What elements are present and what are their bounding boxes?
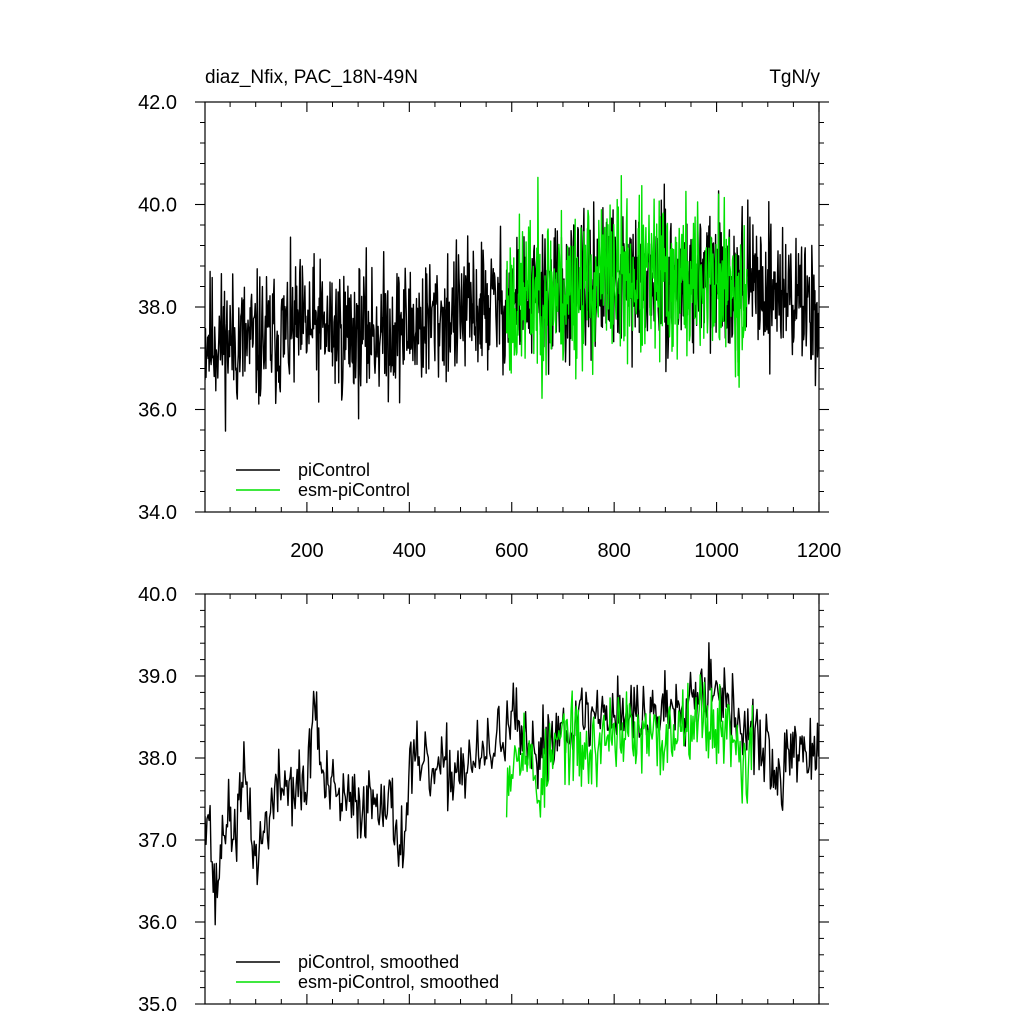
bottom-y-tick-label: 37.0 (138, 830, 177, 852)
top-x-tick-labels: 200 400 600 800 1000 1200 (290, 540, 841, 562)
bottom-series-line-1 (505, 674, 754, 818)
bottom-plot-area (205, 642, 819, 926)
top-panel-title: diaz_Nfix, PAC_18N-49N (205, 67, 418, 88)
bottom-y-tick-label: 35.0 (138, 994, 177, 1016)
top-panel-units: TgN/y (769, 67, 820, 88)
bottom-legend-label-picontrol-smoothed: piControl, smoothed (298, 952, 459, 972)
bottom-legend-label-esm-picontrol-smoothed: esm-piControl, smoothed (298, 972, 499, 992)
top-x-tick-label: 1000 (694, 540, 739, 562)
top-y-tick-label: 34.0 (138, 502, 177, 524)
top-x-tick-label: 800 (597, 540, 630, 562)
bottom-series-line-0 (205, 642, 819, 926)
bottom-tick-marks (195, 593, 829, 1005)
top-y-tick-label: 42.0 (138, 92, 177, 114)
top-x-tick-label: 600 (495, 540, 528, 562)
top-legend-label-esm-picontrol: esm-piControl (298, 480, 410, 500)
top-legend-label-picontrol: piControl (298, 460, 370, 480)
bottom-y-tick-label: 38.0 (138, 748, 177, 770)
top-legend: piControl esm-piControl (236, 460, 410, 500)
top-x-tick-label: 1200 (797, 540, 842, 562)
top-y-tick-label: 36.0 (138, 400, 177, 422)
bottom-legend: piControl, smoothed esm-piControl, smoot… (236, 952, 499, 992)
top-plot-area (205, 174, 819, 432)
top-series-layer (205, 174, 819, 432)
top-tick-marks (195, 101, 829, 513)
top-y-tick-labels: 34.0 36.0 38.0 40.0 42.0 (138, 92, 177, 524)
top-panel: diaz_Nfix, PAC_18N-49N TgN/y 34.0 36.0 38.… (138, 67, 841, 562)
top-y-tick-label: 40.0 (138, 195, 177, 217)
top-y-tick-label: 38.0 (138, 297, 177, 319)
bottom-y-tick-label: 40.0 (138, 584, 177, 606)
bottom-y-tick-label: 36.0 (138, 912, 177, 934)
top-x-tick-label: 200 (290, 540, 323, 562)
bottom-y-tick-labels: 35.0 36.0 37.0 38.0 39.0 40.0 (138, 584, 177, 1016)
bottom-panel: 35.0 36.0 37.0 38.0 39.0 40.0 piControl, smoo… (138, 584, 829, 1016)
bottom-y-tick-label: 39.0 (138, 666, 177, 688)
top-series-line-1 (505, 174, 748, 399)
bottom-series-layer (205, 642, 819, 926)
top-x-tick-label: 400 (393, 540, 426, 562)
